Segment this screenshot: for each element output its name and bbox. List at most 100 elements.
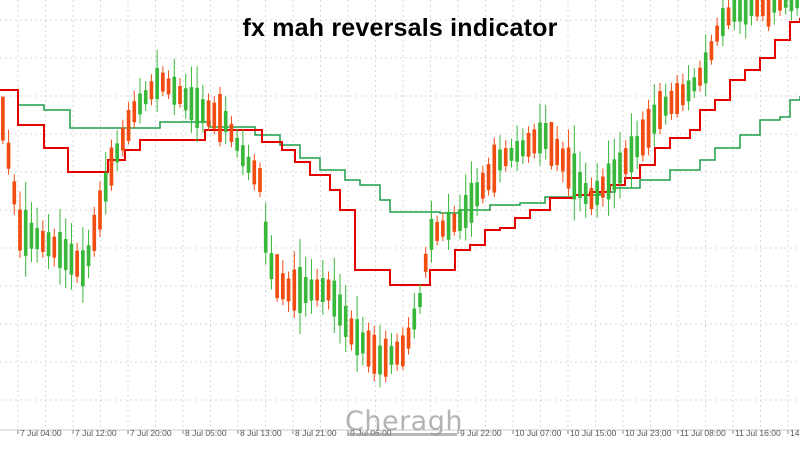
candle-bull [521,140,525,157]
candle-bull [629,136,634,173]
candle-bear [229,123,234,142]
candle-bull [81,250,85,287]
candle-bull [58,232,62,268]
candle-bull [183,88,188,111]
candle-bull [269,253,274,280]
candle-bull [692,77,697,92]
candle-bear [566,147,571,189]
indicator-line-red [0,18,800,286]
candle-bear [549,122,554,166]
candle-bull [343,305,348,337]
candle-bear [503,148,508,167]
candle-bear [675,83,679,115]
x-tick-label: 10 Jul 15:00 [570,428,617,438]
candle-bull [663,96,668,116]
candle-bear [75,250,79,277]
candle-bull [263,221,268,253]
candle-bear [218,94,222,142]
indicator-line-green [0,89,800,214]
candle-bear [532,129,537,154]
x-tick-label: 8 Jul 21:00 [295,428,337,438]
candle-bear [526,132,531,157]
candle-bull [783,0,788,8]
candle-bull [235,137,239,151]
candle-bull [69,243,74,275]
candle-bear [481,172,485,199]
candle-bear [149,81,154,100]
candle-bull [703,52,708,84]
chart-grid [0,0,800,430]
candle-bear [681,84,685,106]
candle-bull [412,308,417,330]
candle-bull [515,140,519,162]
candle-bull [595,180,599,205]
candle-bull [789,0,794,12]
candle-bear [109,147,114,186]
candle-bull [115,143,119,163]
candle-bear [166,78,171,95]
candle-bear [726,7,731,26]
candle-bull [418,293,422,307]
candle-bull [475,182,479,207]
candle-bull [138,93,142,115]
candle-bull [469,182,474,223]
candle-bull [298,267,302,313]
candle-bull [195,87,199,128]
candle-bull [246,156,251,173]
candle-bear [206,100,211,127]
candle-bull [303,277,308,303]
candle-bear [326,279,331,301]
candle-bear [349,318,354,345]
watermark-logo: Cheragh [345,406,463,437]
candle-bull [86,245,91,267]
candle-bull [103,172,108,202]
candle-bear [383,338,388,377]
chart-title: fx mah reversals indicator [242,14,558,42]
candle-bull [446,211,451,240]
candle-bull [241,145,245,167]
candle-bull [332,280,337,317]
candle-bear [92,214,97,251]
candle-bull [378,345,382,375]
candle-bear [178,86,182,104]
candle-bull [721,8,725,37]
indicator-lines [0,18,800,286]
candle-bear [401,335,405,367]
candle-bear [18,209,22,251]
candle-bull [578,172,582,198]
candle-bull [46,232,51,257]
candle-bear [715,25,719,42]
candle-bull [738,0,742,22]
candle-bull [543,123,548,149]
candle-bear [452,213,457,232]
candle-bear [778,0,782,11]
candle-bear [41,230,45,252]
candle-bear [372,334,377,374]
candle-bear [1,96,5,141]
candle-bear [315,279,319,301]
candle-bear [281,273,285,300]
x-tick-label: 7 Jul 12:00 [75,428,117,438]
candle-bull [155,67,159,99]
candlesticks [1,0,799,388]
candle-bear [646,108,651,148]
candle-bear [589,188,594,210]
candle-bear [292,269,297,311]
candle-bull [355,319,359,356]
x-tick-label: 14 [790,428,800,438]
candle-bull [23,209,28,256]
candle-bear [766,0,771,27]
candle-bull [583,183,588,205]
candle-bull [172,76,177,105]
candle-bear [286,278,291,302]
candle-bear [709,41,714,61]
candle-bear [623,148,628,175]
candle-bear [755,0,759,17]
candle-bear [435,221,439,241]
candle-bull [321,278,325,302]
x-tick-label: 8 Jul 13:00 [240,428,282,438]
candle-bear [761,0,765,17]
candle-bear [601,176,605,198]
candle-bull [143,90,148,105]
